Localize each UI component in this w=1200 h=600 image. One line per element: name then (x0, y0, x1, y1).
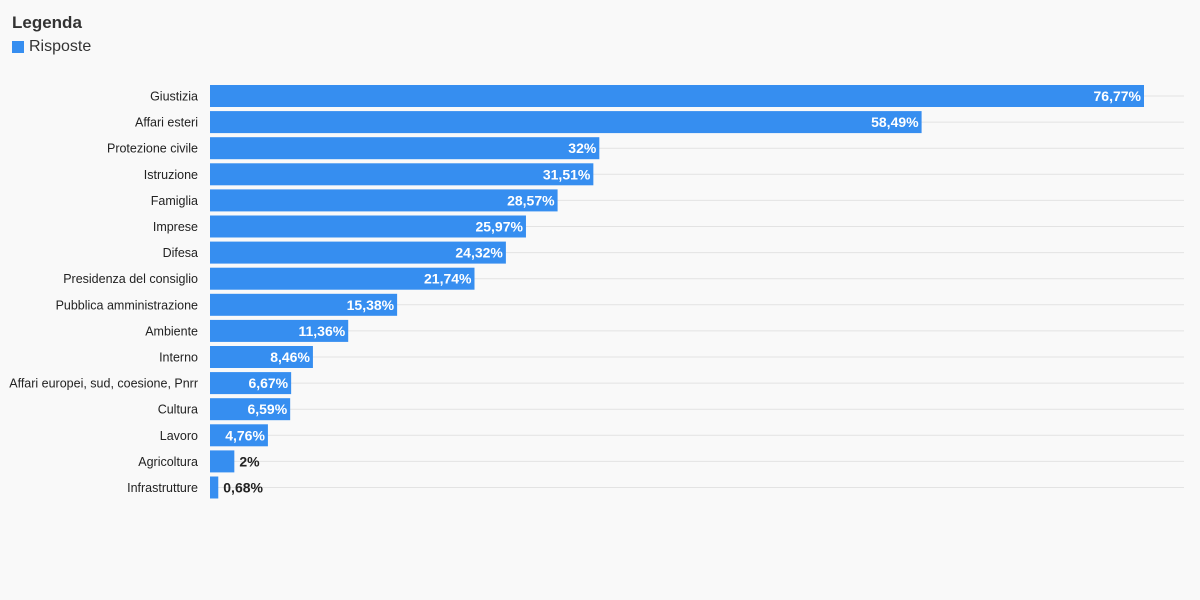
value-label: 28,57% (507, 192, 555, 208)
value-label: 11,36% (298, 323, 345, 339)
value-label: 8,46% (270, 349, 310, 365)
value-label: 15,38% (347, 297, 395, 313)
value-label: 31,51% (543, 166, 591, 182)
value-label: 2% (239, 453, 260, 469)
bar[interactable] (210, 215, 526, 238)
category-label: Lavoro (160, 429, 198, 443)
category-label: Affari esteri (135, 116, 198, 130)
bar[interactable] (210, 424, 268, 447)
value-label: 25,97% (475, 219, 523, 235)
value-label: 0,68% (223, 480, 263, 496)
category-label: Affari europei, sud, coesione, Pnrr (9, 377, 198, 391)
category-label: Ambiente (145, 324, 198, 338)
legend: Legenda Risposte (12, 12, 91, 58)
category-label: Interno (159, 351, 198, 365)
bar[interactable] (210, 163, 594, 186)
bar[interactable] (210, 241, 506, 264)
legend-item-label: Risposte (29, 38, 92, 55)
value-label: 6,67% (248, 375, 288, 391)
value-label: 6,59% (247, 401, 287, 417)
category-label: Infrastrutture (127, 481, 198, 495)
category-label: Imprese (153, 220, 198, 234)
category-label: Pubblica amministrazione (56, 298, 198, 312)
category-label: Presidenza del consiglio (63, 272, 198, 286)
legend-item-risposte[interactable]: Risposte (12, 36, 91, 58)
bar[interactable] (210, 476, 219, 499)
bar[interactable] (210, 450, 235, 473)
bar[interactable] (210, 189, 558, 212)
bar[interactable] (210, 85, 1144, 107)
bar[interactable] (210, 398, 291, 421)
category-label: Giustizia (150, 90, 198, 104)
value-label: 58,49% (871, 114, 919, 130)
category-label: Protezione civile (107, 142, 198, 156)
category-label: Cultura (158, 403, 198, 417)
bar[interactable] (210, 372, 292, 395)
category-label: Agricoltura (138, 455, 198, 469)
value-label: 21,74% (424, 271, 472, 287)
category-label: Famiglia (151, 194, 198, 208)
bar[interactable] (210, 293, 398, 316)
value-label: 24,32% (455, 245, 503, 261)
bar[interactable] (210, 137, 600, 160)
value-label: 4,76% (225, 427, 265, 443)
value-label: 76,77% (1094, 88, 1142, 104)
category-label: Istruzione (144, 168, 198, 182)
bar[interactable] (210, 267, 475, 290)
legend-title: Legenda (12, 13, 82, 32)
bar[interactable] (210, 346, 313, 368)
bar[interactable] (210, 319, 349, 342)
bar[interactable] (210, 111, 922, 134)
category-label: Difesa (163, 246, 198, 260)
legend-swatch (12, 41, 24, 53)
value-label: 32% (568, 140, 597, 156)
